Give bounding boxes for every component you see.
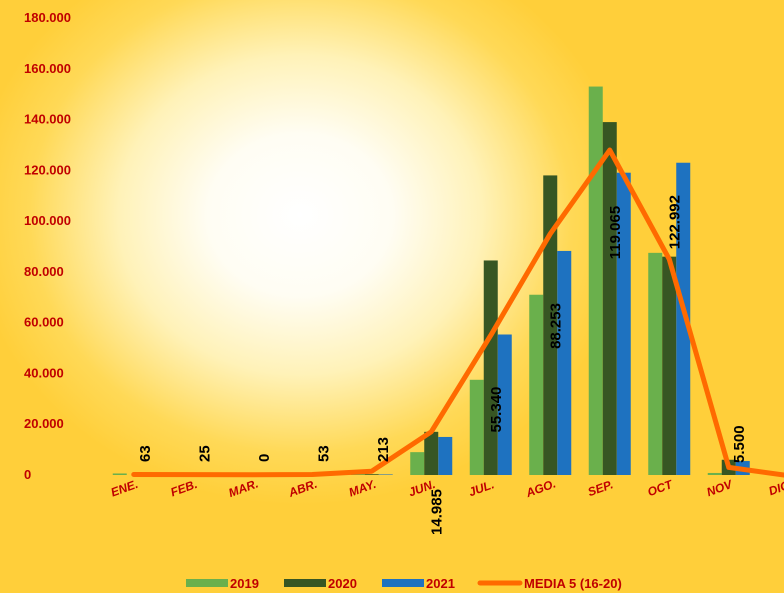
bar-2020: [424, 431, 439, 475]
bar-2019: [410, 452, 425, 475]
data-label: 213: [375, 437, 392, 462]
data-label: 53: [315, 445, 332, 462]
y-tick-label: 80.000: [24, 264, 64, 279]
data-label: 88.253: [548, 303, 565, 349]
x-tick-label: MAR.: [227, 476, 261, 500]
data-label: 119.065: [607, 206, 624, 259]
y-tick-label: 100.000: [24, 213, 71, 228]
legend: 2019 2020 2021 MEDIA 5 (16-20): [186, 576, 622, 591]
bar-2019: [707, 472, 722, 475]
legend-swatch-2021: [382, 579, 424, 587]
x-tick-label: DIC: [767, 478, 784, 498]
x-tick-label: AGO.: [523, 476, 558, 500]
y-tick-label: 40.000: [24, 365, 64, 380]
legend-label: 2019: [230, 576, 259, 591]
bar-2021: [616, 172, 631, 475]
data-label: 0: [256, 454, 273, 462]
data-label: 5.500: [731, 425, 748, 463]
bar-2019: [648, 252, 663, 475]
average-line: [131, 147, 784, 478]
y-axis: 0 20.000 40.000 60.000 80.000 100.000 120.000 1…: [24, 10, 71, 482]
bar-2020: [364, 474, 379, 475]
x-tick-label: ABR.: [286, 477, 319, 501]
bar-2021: [378, 474, 393, 475]
y-tick-label: 140.000: [24, 112, 71, 127]
x-tick-label: NOV: [705, 477, 735, 499]
x-tick-label: OCT: [646, 477, 676, 499]
y-tick-label: 0: [24, 467, 31, 482]
legend-label: MEDIA 5 (16-20): [524, 576, 622, 591]
bar-2020: [543, 175, 558, 475]
y-tick-label: 180.000: [24, 10, 71, 25]
data-label: 122.992: [667, 195, 684, 249]
y-tick-label: 120.000: [24, 162, 71, 177]
x-tick-label: ENE.: [109, 477, 140, 500]
y-tick-label: 20.000: [24, 416, 64, 431]
y-tick-label: 160.000: [24, 61, 71, 76]
bar-2020: [662, 256, 677, 475]
series-line-media-5: [131, 147, 784, 478]
bar-2019: [588, 86, 603, 476]
legend-swatch-2019: [186, 579, 228, 587]
legend-swatch-2020: [284, 579, 326, 587]
data-label: 14.985: [429, 489, 446, 535]
bar-2021: [676, 162, 691, 475]
data-label: 63: [137, 445, 154, 462]
x-axis: ENE. FEB. MAR. ABR. MAY. JUN. JUL. AGO. SEP. OCT N…: [109, 476, 784, 500]
data-labels: 63 25 0 53 213 14.985 55.340 88.253 119.065 122.9…: [137, 195, 748, 535]
bar-2021: [557, 250, 572, 475]
bar-2019: [529, 294, 544, 475]
legend-label: 2021: [426, 576, 455, 591]
bar-2019: [112, 473, 127, 475]
y-tick-label: 60.000: [24, 315, 64, 330]
x-tick-label: SEP.: [586, 477, 615, 499]
x-tick-label: FEB.: [169, 477, 199, 500]
data-label: 25: [196, 445, 213, 462]
x-tick-label: MAY.: [347, 477, 378, 500]
bar-2021: [497, 334, 512, 475]
bar-2020: [483, 260, 498, 475]
bar-2020: [602, 122, 617, 475]
data-label: 55.340: [488, 387, 505, 433]
bar-2021: [438, 436, 453, 475]
bar-2019: [469, 379, 484, 475]
x-tick-label: JUL.: [467, 477, 496, 499]
bar-2019: [350, 473, 365, 475]
bars: [112, 86, 750, 476]
legend-label: 2020: [328, 576, 357, 591]
